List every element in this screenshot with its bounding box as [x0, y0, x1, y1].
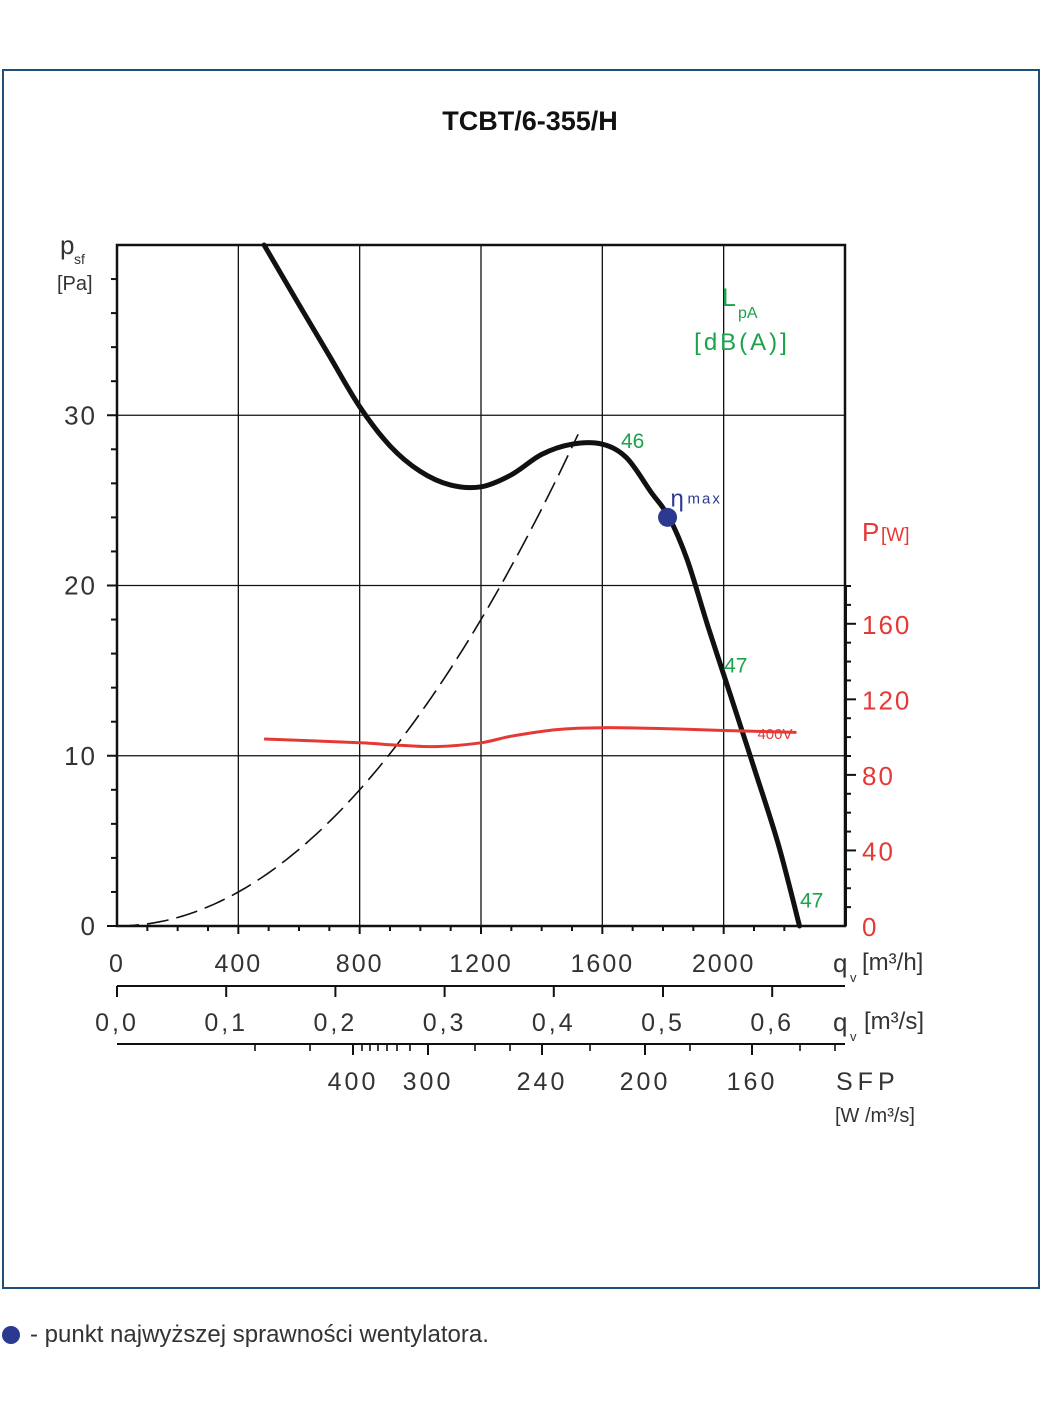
power-series-label: 400V: [757, 726, 792, 743]
chart-title: TCBT/6-355/H: [442, 106, 618, 136]
x2-tick-label: 0,1: [204, 1009, 248, 1037]
x-tick-label: 2000: [692, 950, 756, 978]
x2-axis-unit: [m³/s]: [864, 1008, 924, 1035]
sfp-tick-label: 300: [403, 1068, 454, 1096]
sound-level-annotation: 47: [800, 889, 823, 912]
eta-max-symbol: η: [671, 485, 684, 512]
system-curve: [116, 433, 579, 927]
power-tick-label: 80: [862, 761, 895, 791]
x2-tick-label: 0,0: [95, 1009, 139, 1037]
x2-axis-label-sub: v: [850, 1029, 857, 1044]
y-axis-label: p: [60, 230, 74, 260]
sound-level-label: L: [722, 284, 736, 312]
x2-tick-label: 0,5: [641, 1009, 685, 1037]
y-tick-label: 0: [81, 911, 97, 941]
x2-tick-label: 0,3: [423, 1009, 467, 1037]
x-axis-label: q: [833, 948, 847, 978]
eta-max-point: [658, 507, 678, 527]
legend-note: - punkt najwyższej sprawności wentylator…: [0, 1320, 489, 1350]
x2-tick-label: 0,6: [750, 1009, 794, 1037]
sound-level-annotation: 47: [724, 655, 747, 678]
power-axis-unit: [W]: [881, 525, 910, 546]
x-tick-label: 0: [109, 950, 125, 978]
x2-tick-label: 0,2: [314, 1009, 358, 1037]
x-tick-label: 800: [336, 950, 384, 978]
y-axis-unit: [Pa]: [57, 273, 93, 295]
sound-level-annotation: 46: [621, 430, 644, 453]
eta-max-label: max: [688, 490, 722, 507]
x2-tick-label: 0,4: [532, 1009, 576, 1037]
sound-level-label-sub: pA: [738, 305, 758, 322]
power-curve: [264, 726, 797, 749]
x-tick-label: 400: [214, 950, 262, 978]
legend-text: - punkt najwyższej sprawności wentylator…: [30, 1321, 489, 1348]
power-tick-label: 0: [862, 912, 878, 942]
sfp-tick-label: 240: [517, 1068, 568, 1096]
efficiency-point-marker: [2, 1326, 20, 1344]
x-tick-label: 1600: [571, 950, 635, 978]
x-tick-label: 1200: [449, 950, 513, 978]
power-tick-label: 120: [862, 685, 911, 715]
power-tick-label: 40: [862, 836, 895, 866]
x-axis-unit: [m³/h]: [862, 949, 923, 976]
power-axis-label: P: [862, 517, 879, 547]
sfp-axis-label: SFP: [836, 1068, 900, 1096]
sfp-tick-label: 160: [727, 1068, 778, 1096]
sfp-tick-label: 200: [620, 1068, 671, 1096]
y-tick-label: 30: [64, 400, 97, 430]
sfp-axis-unit: [W /m³/s]: [835, 1105, 915, 1127]
sound-level-unit: [dB(A)]: [694, 329, 790, 356]
y-axis-label-sub: sf: [74, 251, 85, 267]
y-tick-label: 20: [64, 571, 97, 601]
x-axis-label-sub: v: [850, 970, 857, 985]
pressure-curve: [261, 242, 802, 929]
x2-axis-label: q: [833, 1007, 847, 1037]
sfp-tick-label: 400: [328, 1068, 379, 1096]
y-tick-label: 10: [64, 741, 97, 771]
power-tick-label: 160: [862, 610, 911, 640]
chart-frame: [2, 69, 1040, 1289]
